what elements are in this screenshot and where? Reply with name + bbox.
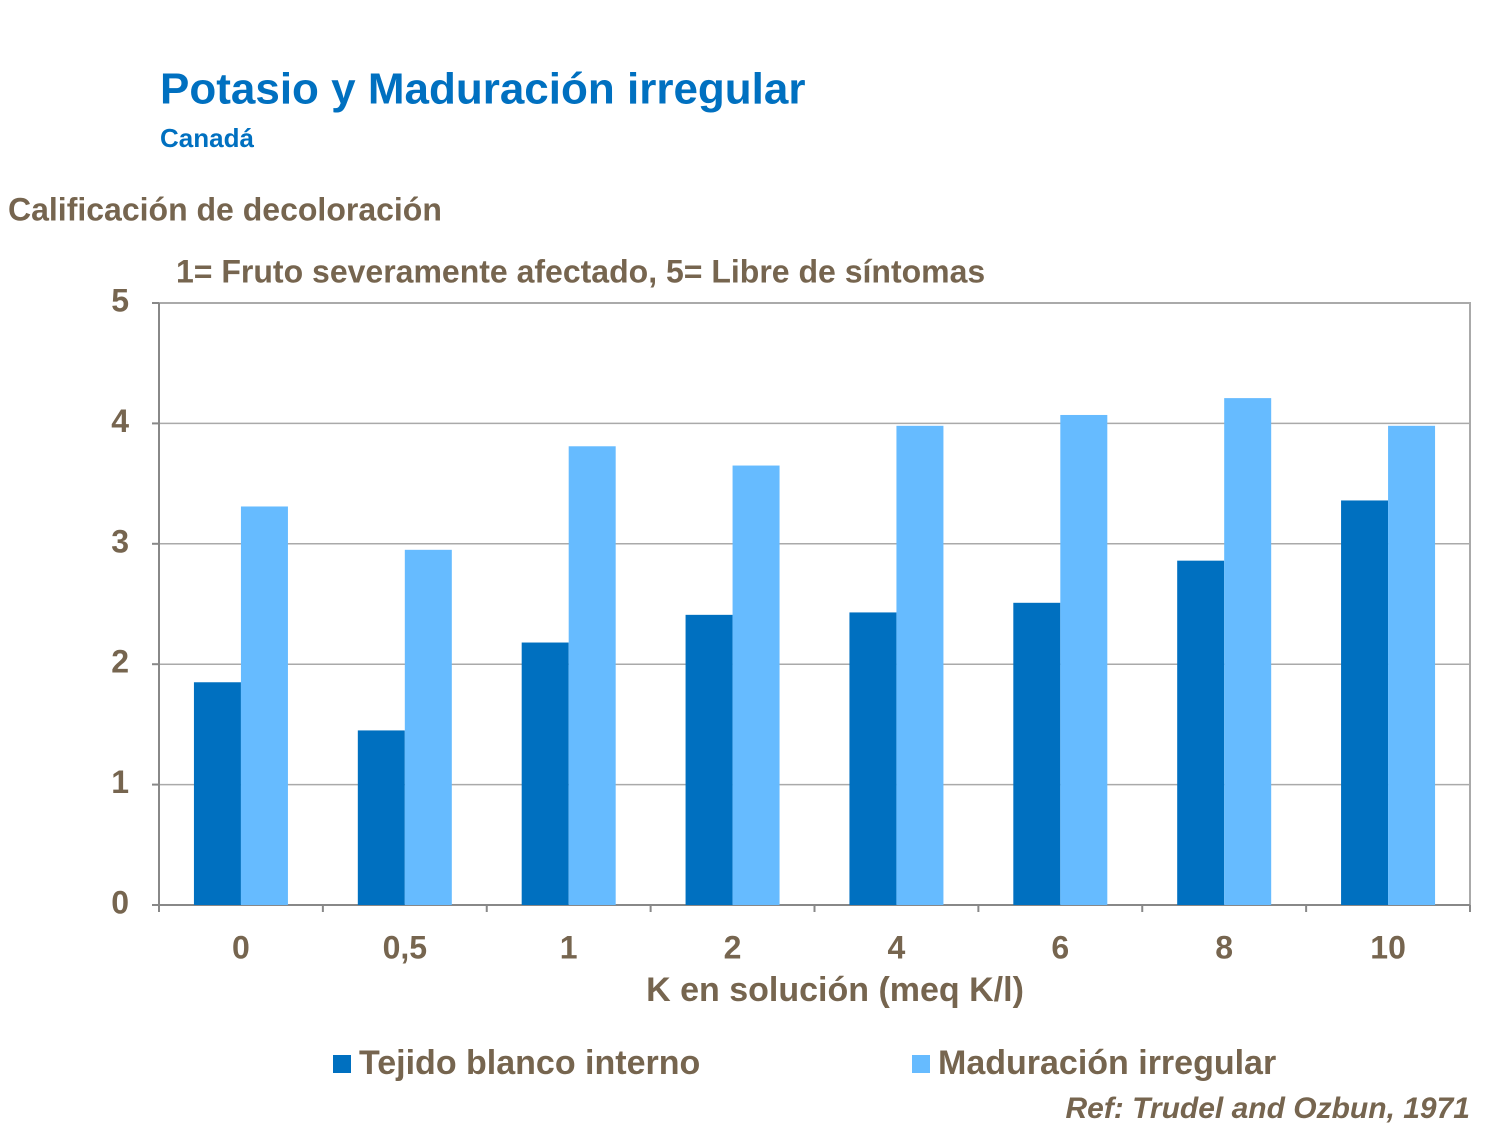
x-tick-label: 1 xyxy=(560,929,578,965)
bar xyxy=(568,446,616,905)
bar xyxy=(685,614,733,905)
bar xyxy=(357,730,405,905)
bar xyxy=(240,506,288,905)
bar xyxy=(1013,602,1061,905)
bar xyxy=(521,642,569,905)
bar xyxy=(896,425,944,905)
legend-label: Maduración irregular xyxy=(938,1044,1276,1082)
bar xyxy=(1341,500,1389,905)
y-tick-label: 0 xyxy=(111,884,129,920)
bar xyxy=(1388,425,1436,905)
x-tick-label: 8 xyxy=(1215,929,1233,965)
y-tick-label: 4 xyxy=(111,403,129,439)
x-tick-label: 6 xyxy=(1051,929,1069,965)
x-tick-label: 4 xyxy=(888,929,906,965)
legend-label: Tejido blanco interno xyxy=(359,1044,700,1082)
bar xyxy=(1224,398,1272,905)
x-tick-label: 0,5 xyxy=(383,929,427,965)
legend-swatch xyxy=(912,1055,930,1073)
y-tick-label: 3 xyxy=(111,523,129,559)
y-tick-label: 1 xyxy=(111,764,129,800)
plot-border xyxy=(158,302,1471,906)
bar xyxy=(1177,560,1225,905)
bar xyxy=(193,682,241,905)
bar xyxy=(404,549,452,905)
x-tick-label: 10 xyxy=(1370,929,1406,965)
bar xyxy=(732,465,780,905)
x-tick-label: 2 xyxy=(724,929,742,965)
annotation: 1= Fruto severamente afectado, 5= Libre … xyxy=(176,253,985,289)
bar xyxy=(849,612,897,905)
x-tick-label: 0 xyxy=(232,929,250,965)
reference: Ref: Trudel and Ozbun, 1971 xyxy=(1065,1092,1470,1125)
x-axis-label: K en solución (meq K/l) xyxy=(646,971,1024,1009)
y-tick-label: 2 xyxy=(111,644,129,680)
chart-subtitle: Canadá xyxy=(160,123,254,153)
legend-swatch xyxy=(333,1055,351,1073)
y-tick-label: 5 xyxy=(111,282,129,318)
chart-title: Potasio y Maduración irregular xyxy=(160,65,806,114)
bar xyxy=(1060,414,1108,905)
y-axis-label: Calificación de decoloración xyxy=(8,191,442,227)
